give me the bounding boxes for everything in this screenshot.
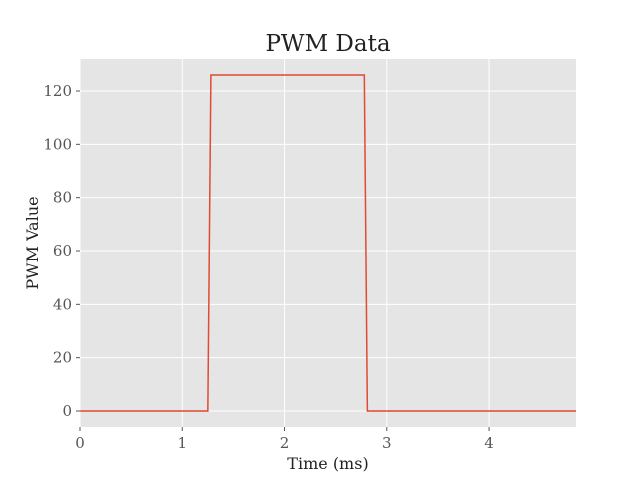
series-line xyxy=(80,74,576,412)
series-layer xyxy=(80,74,576,412)
x-axis-label: Time (ms) xyxy=(287,454,368,473)
plot-area xyxy=(80,59,576,427)
x-tick-label: 0 xyxy=(75,434,85,452)
y-tick-label: 80 xyxy=(53,189,72,207)
x-tick-label: 3 xyxy=(382,434,392,452)
y-tick-label: 20 xyxy=(53,349,72,367)
y-tick-label: 40 xyxy=(53,295,72,313)
x-tick-label: 2 xyxy=(280,434,290,452)
y-axis-label: PWM Value xyxy=(23,196,42,289)
chart-title: PWM Data xyxy=(265,31,390,57)
y-tick-label: 0 xyxy=(62,402,72,420)
y-tick-label: 60 xyxy=(53,242,72,260)
x-tick-label: 4 xyxy=(484,434,494,452)
y-tick-label: 100 xyxy=(43,135,72,153)
y-tick-label: 120 xyxy=(43,82,72,100)
x-tick-label: 1 xyxy=(177,434,187,452)
